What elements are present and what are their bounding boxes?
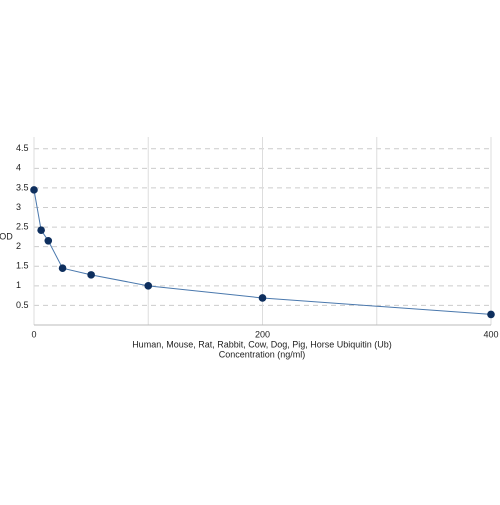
- marker: [30, 186, 38, 194]
- marker: [37, 226, 45, 235]
- y-tick-label: 4.5: [16, 143, 29, 153]
- y-tick-label: 1.5: [16, 261, 29, 271]
- y-tick-label: 4: [16, 163, 21, 173]
- y-tick-label: 0.5: [16, 300, 29, 310]
- marker: [258, 294, 267, 302]
- y-axis-label: OD: [0, 231, 13, 241]
- y-tick-label: 3.5: [16, 182, 29, 192]
- x-axis-label: Concentration (ng/ml): [219, 349, 306, 359]
- marker: [144, 282, 153, 290]
- marker: [87, 271, 95, 279]
- x-axis-label: Human, Mouse, Rat, Rabbit, Cow, Dog, Pig…: [132, 339, 392, 349]
- y-tick-label: 3: [16, 202, 21, 212]
- x-tick-label: 400: [483, 329, 498, 339]
- y-tick-label: 1: [16, 280, 21, 290]
- y-tick-label: 2: [16, 241, 21, 251]
- marker: [487, 310, 495, 319]
- marker: [58, 264, 67, 273]
- x-tick-label: 0: [31, 329, 36, 339]
- x-tick-label: 200: [255, 329, 270, 339]
- y-tick-label: 2.5: [16, 221, 29, 231]
- marker: [44, 236, 53, 245]
